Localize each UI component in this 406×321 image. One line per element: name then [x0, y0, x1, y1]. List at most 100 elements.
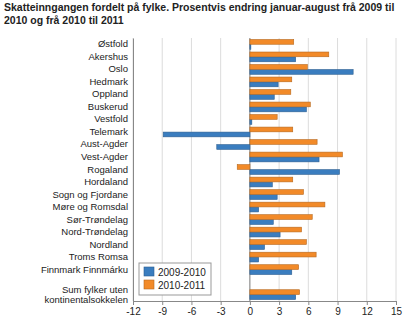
- y-tick: Sør-Trøndelag: [67, 214, 128, 225]
- bar: [250, 220, 273, 225]
- legend-entry: 2009-2010: [144, 267, 206, 278]
- x-tick-label: -3: [217, 306, 226, 317]
- x-tick-mark: [396, 301, 397, 305]
- legend-entry: 2010-2011: [144, 280, 206, 291]
- y-tick: Telemark: [89, 126, 128, 137]
- y-tick: Hordaland: [84, 176, 128, 187]
- bar: [250, 95, 274, 100]
- bar: [237, 165, 250, 170]
- x-tick: 0: [248, 301, 254, 317]
- y-tick: Vest-Agder: [81, 151, 128, 162]
- y-tick: Troms Romsa: [69, 251, 129, 262]
- y-tick-label: Oslo: [108, 63, 128, 74]
- y-tick-label: Sogn og Fjordane: [52, 189, 128, 200]
- legend: 2009-2010 2010-2011: [139, 263, 211, 295]
- y-tick: Sum fylker utenkontinentalsokkelen: [45, 284, 128, 305]
- bar: [250, 182, 272, 187]
- x-tick-label: 3: [277, 306, 283, 317]
- y-tick-label: Hedmark: [89, 76, 128, 87]
- x-tick: 3: [277, 301, 283, 317]
- y-tick: Vestfold: [94, 113, 128, 124]
- y-tick: Sogn og Fjordane: [52, 189, 128, 200]
- legend-label: 2010-2011: [158, 280, 206, 291]
- bar: [250, 127, 293, 132]
- bar: [250, 65, 307, 70]
- bar: [250, 265, 299, 270]
- y-tick-label: Buskerud: [88, 101, 128, 112]
- bar: [250, 57, 296, 62]
- y-tick-label: Rogaland: [87, 164, 128, 175]
- x-tick-mark: [367, 301, 368, 305]
- legend-swatch: [144, 267, 154, 276]
- x-tick: -12: [126, 301, 141, 317]
- y-tick-label: Sør-Trøndelag: [67, 214, 128, 225]
- x-tick-label: 9: [335, 306, 341, 317]
- x-axis: -12 -9 -6 -3 0 3 6 9 12 15: [126, 301, 402, 317]
- x-tick: -3: [217, 301, 226, 317]
- x-tick-mark: [308, 301, 309, 305]
- y-tick-label: Vestfold: [94, 113, 128, 124]
- x-tick: 6: [306, 301, 312, 317]
- grid-line: [191, 38, 192, 301]
- grid-line: [220, 38, 221, 301]
- legend-swatch: [144, 280, 154, 289]
- grid-line: [133, 38, 134, 301]
- bar: [250, 70, 353, 75]
- x-tick-mark: [162, 301, 163, 305]
- x-tick-mark: [338, 301, 339, 305]
- bar: [163, 132, 250, 137]
- grid: [133, 38, 396, 301]
- y-tick-label: Nordland: [89, 239, 128, 250]
- bar: [250, 107, 306, 112]
- y-tick: Akershus: [88, 51, 128, 62]
- y-tick: Hedmark: [89, 76, 128, 87]
- bar: [250, 40, 294, 45]
- chart: Skatteinngangen fordelt på fylke. Prosen…: [0, 0, 406, 321]
- y-tick-label: Sum fylker utenkontinentalsokkelen: [45, 284, 128, 305]
- bar: [250, 170, 340, 175]
- y-tick: Aust-Agder: [80, 138, 128, 149]
- bar: [250, 140, 317, 145]
- bar: [250, 120, 252, 125]
- y-tick: Finnmark Finnmárku: [41, 264, 128, 275]
- y-tick: Nord-Trøndelag: [61, 226, 128, 237]
- bar: [250, 252, 316, 257]
- y-tick: Møre og Romsdal: [53, 201, 129, 212]
- bar: [250, 115, 277, 120]
- x-tick: 12: [362, 301, 374, 317]
- y-tick-label: Østfold: [98, 38, 128, 49]
- bar: [250, 295, 296, 300]
- x-tick-mark: [133, 301, 134, 305]
- y-axis-line: [133, 39, 134, 302]
- bar: [250, 90, 291, 95]
- bar: [250, 152, 343, 157]
- bar: [250, 290, 300, 295]
- y-tick-label: Aust-Agder: [80, 138, 128, 149]
- bar: [250, 240, 306, 245]
- y-tick-label: Finnmark Finnmárku: [41, 264, 128, 275]
- grid-line: [396, 38, 397, 301]
- legend-box: [139, 263, 211, 295]
- x-tick-label: -6: [187, 306, 196, 317]
- x-tick: 15: [391, 301, 403, 317]
- bar: [250, 52, 329, 57]
- bar: [250, 207, 259, 212]
- bar: [250, 102, 310, 107]
- y-tick: Nordland: [89, 239, 128, 250]
- y-tick: Rogaland: [87, 164, 128, 175]
- x-axis-line: [134, 302, 397, 306]
- y-tick-label: Vest-Agder: [81, 151, 128, 162]
- bar: [250, 257, 259, 262]
- bars: [163, 40, 353, 300]
- title: Skatteinngangen fordelt på fylke. Prosen…: [4, 1, 394, 26]
- x-tick-label: -9: [158, 306, 167, 317]
- bar: [250, 190, 304, 195]
- y-axis: ØstfoldAkershusOsloHedmarkOpplandBuskeru…: [41, 38, 134, 304]
- x-tick-mark: [250, 301, 251, 305]
- x-tick: -9: [158, 301, 167, 317]
- bar: [250, 245, 265, 250]
- grid-line: [366, 38, 367, 301]
- x-tick-mark: [279, 301, 280, 305]
- bar: [250, 82, 278, 87]
- bar: [250, 195, 277, 200]
